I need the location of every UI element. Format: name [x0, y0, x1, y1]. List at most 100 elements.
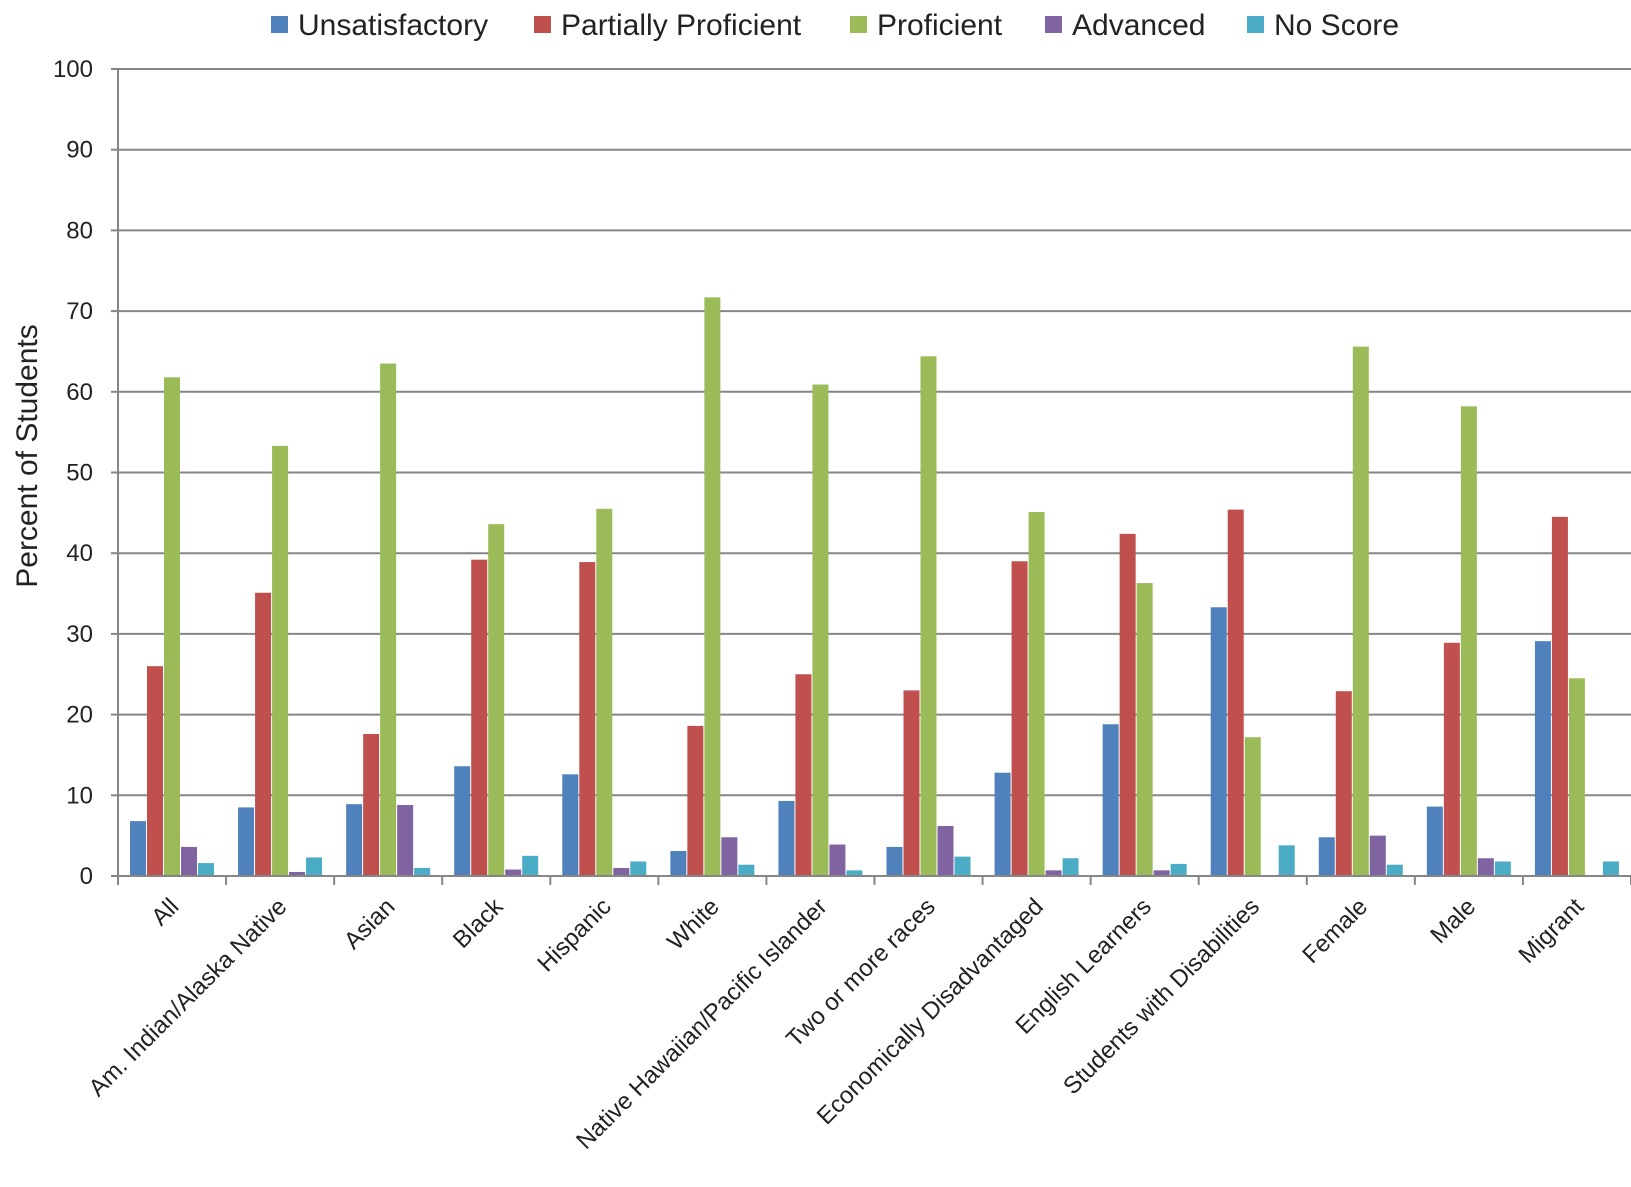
- x-category-label-12: Male: [1425, 893, 1481, 949]
- y-tick-label-10: 10: [66, 782, 93, 809]
- y-tick-label-20: 20: [66, 702, 93, 729]
- bar-advanced-12: [1477, 858, 1494, 876]
- bar-proficient-2: [380, 363, 397, 876]
- axes: [111, 68, 1631, 885]
- legend-swatch: [850, 16, 867, 33]
- y-tick-label-70: 70: [66, 298, 93, 325]
- bar-proficient-6: [812, 384, 829, 876]
- y-tick-label-0: 0: [80, 863, 93, 890]
- bar-unsatisfactory-7: [886, 846, 903, 876]
- bar-advanced-2: [397, 804, 414, 876]
- bar-no-score-2: [414, 867, 431, 876]
- bar-no-score-10: [1278, 845, 1295, 876]
- x-category-label-2: Asian: [339, 893, 401, 955]
- legend-item-no-score: No Score: [1247, 9, 1399, 42]
- bar-advanced-3: [505, 869, 522, 876]
- gridlines: [118, 68, 1631, 797]
- bar-proficient-7: [920, 356, 937, 876]
- bar-no-score-13: [1602, 861, 1619, 876]
- legend-label: Proficient: [877, 9, 1003, 42]
- bar-proficient-10: [1244, 737, 1261, 876]
- legend-label: Partially Proficient: [561, 9, 802, 42]
- bar-advanced-11: [1369, 835, 1386, 876]
- y-tick-label-60: 60: [66, 379, 93, 406]
- bar-unsatisfactory-0: [130, 821, 146, 876]
- bar-unsatisfactory-6: [778, 800, 795, 876]
- legend: Unsatisfactory Partially Proficient Profic…: [271, 9, 1399, 42]
- x-category-label-5: White: [662, 893, 724, 955]
- bar-partially-proficient-7: [903, 690, 920, 876]
- x-category-label-0: All: [146, 893, 184, 931]
- bar-unsatisfactory-2: [346, 804, 363, 876]
- bar-proficient-11: [1352, 346, 1369, 876]
- legend-label: Unsatisfactory: [298, 9, 488, 42]
- legend-item-unsatisfactory: Unsatisfactory: [271, 9, 488, 42]
- bar-advanced-8: [1045, 870, 1062, 876]
- legend-item-proficient: Proficient: [850, 9, 1003, 42]
- bar-partially-proficient-4: [579, 562, 596, 876]
- bar-unsatisfactory-3: [454, 766, 471, 876]
- bar-partially-proficient-5: [687, 725, 704, 876]
- y-tick-label-30: 30: [66, 621, 93, 648]
- y-tick-label-90: 90: [66, 137, 93, 164]
- bar-partially-proficient-9: [1119, 533, 1136, 876]
- bar-proficient-9: [1136, 583, 1153, 876]
- bar-no-score-0: [198, 863, 214, 876]
- y-axis-title: Percent of Students: [11, 324, 44, 588]
- bar-unsatisfactory-8: [994, 772, 1011, 876]
- bars: [130, 297, 1619, 877]
- bar-proficient-0: [164, 377, 180, 876]
- bar-partially-proficient-1: [255, 592, 272, 876]
- bar-unsatisfactory-1: [238, 807, 255, 876]
- bar-proficient-5: [704, 297, 721, 877]
- bar-partially-proficient-0: [147, 666, 163, 876]
- bar-partially-proficient-13: [1551, 516, 1568, 876]
- x-category-label-8: Economically Disadvantaged: [812, 893, 1049, 1130]
- bar-advanced-6: [829, 844, 846, 876]
- y-tick-label-80: 80: [66, 217, 93, 244]
- legend-swatch: [1247, 16, 1264, 33]
- bar-partially-proficient-8: [1011, 561, 1028, 876]
- bar-no-score-4: [630, 861, 647, 876]
- legend-swatch: [534, 16, 551, 33]
- bar-proficient-4: [596, 508, 613, 876]
- bar-unsatisfactory-9: [1102, 724, 1119, 876]
- legend-swatch: [1045, 16, 1062, 33]
- bar-advanced-7: [937, 825, 954, 876]
- bar-no-score-11: [1386, 864, 1403, 876]
- bar-unsatisfactory-4: [562, 774, 579, 876]
- y-tick-label-100: 100: [53, 56, 93, 83]
- bar-unsatisfactory-5: [670, 850, 687, 876]
- bar-partially-proficient-12: [1443, 642, 1460, 876]
- bar-advanced-0: [181, 846, 197, 876]
- bar-proficient-8: [1028, 512, 1045, 876]
- bar-no-score-9: [1170, 863, 1187, 876]
- bar-partially-proficient-3: [471, 559, 488, 876]
- legend-item-advanced: Advanced: [1045, 9, 1205, 42]
- x-category-label-13: Migrant: [1514, 893, 1590, 969]
- bar-advanced-5: [721, 837, 738, 876]
- bar-no-score-12: [1494, 861, 1511, 876]
- bar-no-score-6: [846, 870, 863, 876]
- bar-unsatisfactory-11: [1318, 837, 1335, 876]
- bar-partially-proficient-11: [1335, 691, 1352, 876]
- bar-unsatisfactory-10: [1210, 607, 1227, 876]
- legend-item-partially-proficient: Partially Proficient: [534, 9, 802, 42]
- bar-no-score-7: [954, 856, 971, 876]
- bar-partially-proficient-2: [363, 733, 380, 876]
- bar-proficient-13: [1568, 678, 1585, 876]
- x-category-label-3: Black: [448, 892, 509, 953]
- bar-no-score-8: [1062, 858, 1079, 876]
- bar-advanced-9: [1153, 870, 1170, 876]
- bar-no-score-1: [306, 857, 323, 876]
- bar-advanced-1: [289, 871, 306, 876]
- bar-partially-proficient-10: [1227, 509, 1244, 876]
- y-tick-label-40: 40: [66, 540, 93, 567]
- bar-proficient-1: [272, 445, 289, 876]
- legend-swatch: [271, 16, 288, 33]
- bar-no-score-5: [738, 864, 755, 876]
- bar-advanced-4: [613, 867, 630, 876]
